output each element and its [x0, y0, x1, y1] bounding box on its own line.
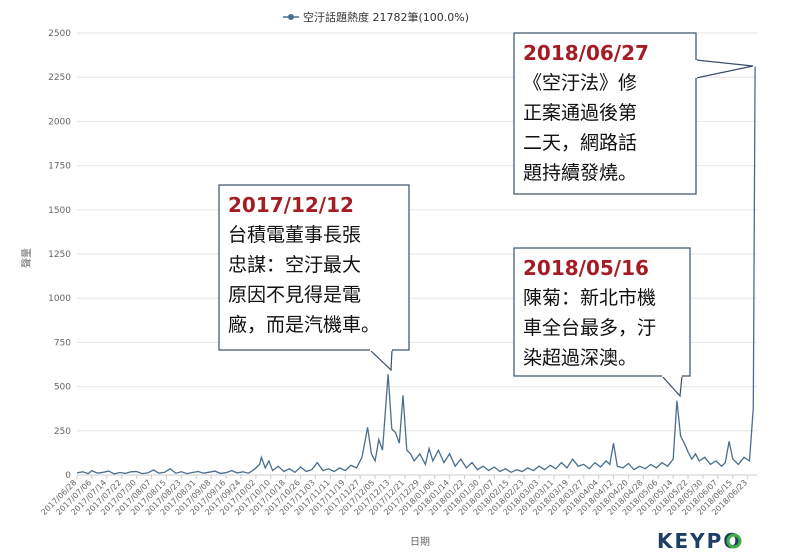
y-axis-label: 聲量 [20, 248, 33, 268]
callout-pointer [368, 349, 393, 372]
annotation-text-line: 忠謀：空汙最大 [228, 254, 361, 276]
annotation-text-line: 原因不見得是電 [228, 284, 361, 306]
callout-pointer [660, 375, 683, 398]
callout-box [218, 184, 410, 351]
y-axis-ticks: 0 250 500 750 1000 1250 1500 1750 2000 2250 2500 [48, 29, 71, 481]
annotation-date: 2018/05/16 [523, 256, 649, 280]
y-tick-label: 1500 [48, 206, 71, 216]
callout-box [513, 32, 697, 195]
callout-pointer [695, 59, 754, 79]
x-axis-label: 日期 [410, 536, 430, 548]
brand-logo: KEYPO [657, 529, 742, 553]
annotation-text-line: 陳菊：新北市機 [523, 287, 656, 309]
y-tick-label: 250 [54, 427, 71, 437]
annotation-text-line: 《空汙法》修 [523, 72, 637, 94]
annotation-text-line: 車全台最多，汙 [523, 317, 656, 339]
y-tick-label: 2500 [48, 29, 71, 39]
annotation-date: 2017/12/12 [228, 193, 354, 217]
callout-box [513, 247, 691, 377]
y-tick-label: 1250 [48, 250, 71, 260]
legend[interactable]: 空汙話題熱度 21782筆(100.0%) [283, 10, 469, 24]
legend-marker-icon [288, 14, 294, 20]
x-axis-ticks: 2017/06/282017/07/062017/07/142017/07/22… [39, 475, 749, 517]
annotation-text-line: 染超過深澳。 [523, 347, 637, 369]
y-tick-label: 750 [54, 338, 71, 348]
annotation-text-line: 廠，而是汽機車。 [228, 313, 380, 336]
annotation-text-line: 二天，網路話 [523, 132, 637, 154]
y-tick-label: 0 [65, 471, 71, 481]
y-tick-label: 2000 [48, 117, 71, 127]
annotations: 2017/12/12台積電董事長張忠謀：空汙最大原因不見得是電廠，而是汽機車。2… [218, 32, 754, 398]
brand-circle-icon [726, 533, 742, 549]
annotation-date: 2018/06/27 [523, 41, 649, 65]
y-tick-label: 2250 [48, 73, 71, 83]
annotation-text-line: 正案通過後第 [523, 102, 637, 124]
annotation-text-line: 台積電董事長張 [228, 224, 361, 246]
brand-text: KEYPO [657, 529, 742, 553]
legend-text: 空汙話題熱度 21782筆(100.0%) [303, 10, 469, 24]
annotation-text-line: 題持續發燒。 [523, 162, 637, 184]
y-tick-label: 1000 [48, 294, 71, 304]
series-line[interactable] [76, 66, 756, 475]
y-tick-label: 1750 [48, 162, 71, 172]
y-tick-label: 500 [54, 383, 71, 393]
